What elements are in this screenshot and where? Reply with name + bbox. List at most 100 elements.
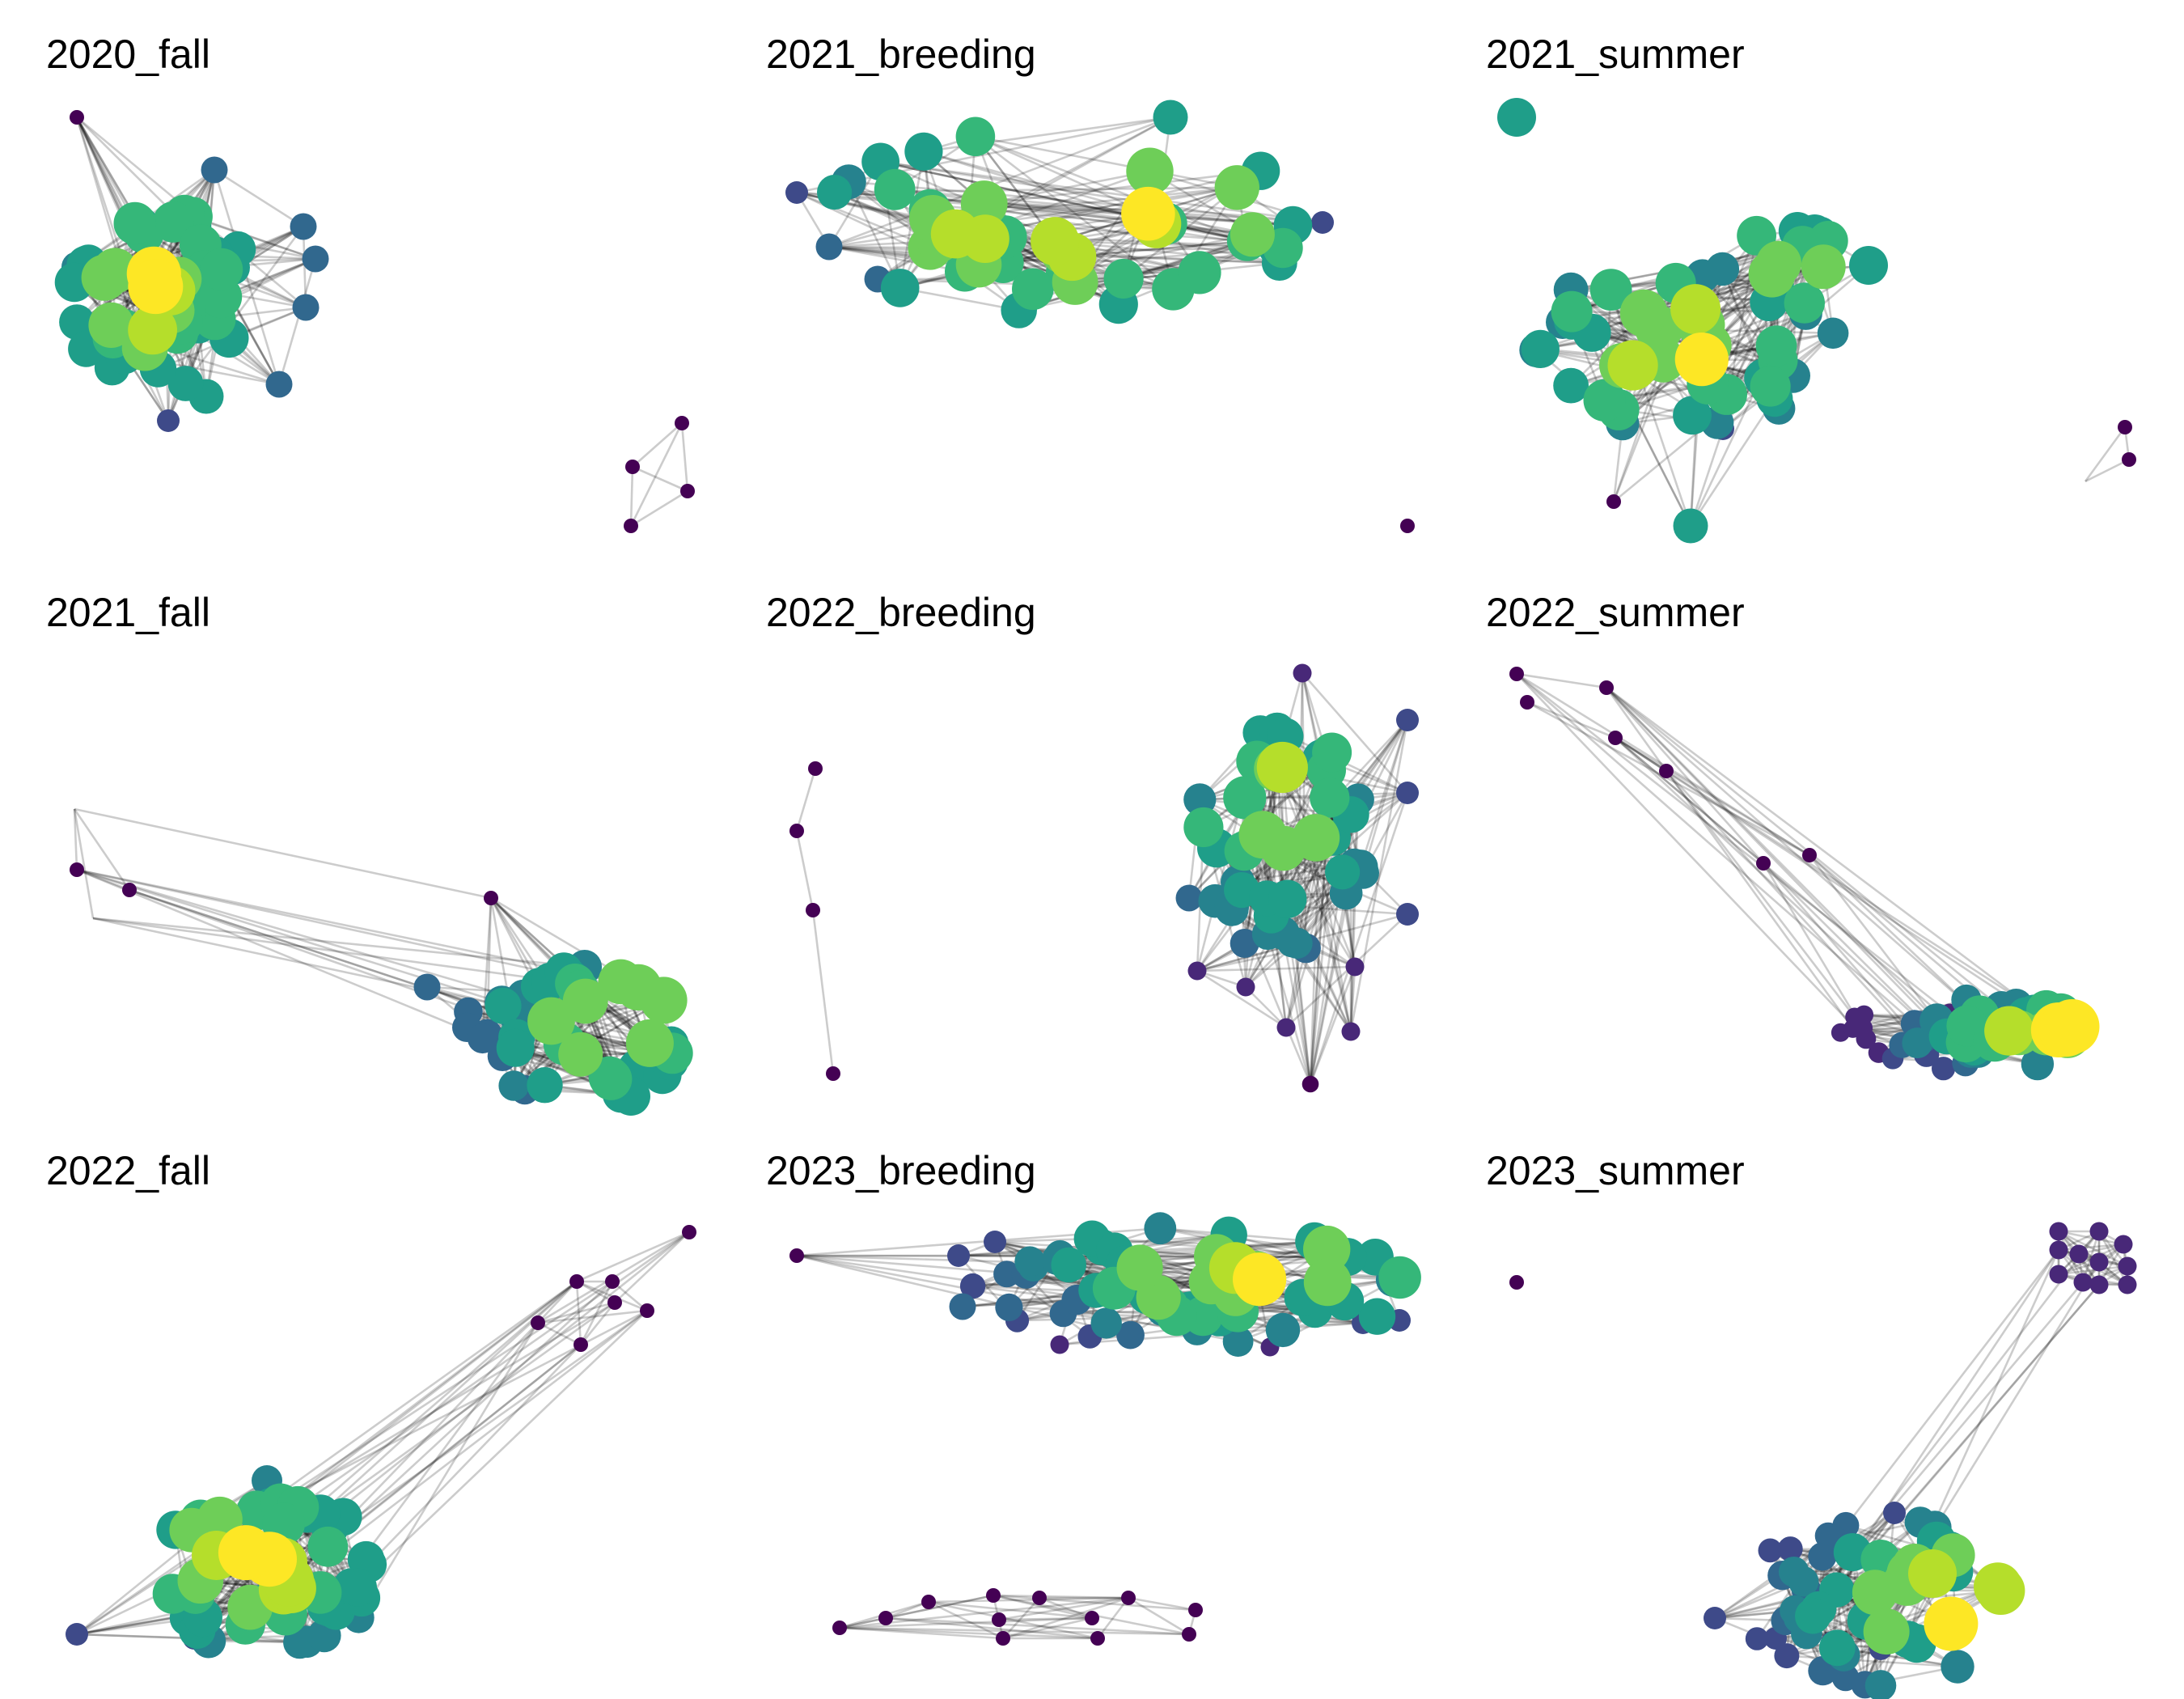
graph-node [1378, 1256, 1421, 1299]
graph-node [1784, 282, 1825, 324]
graph-edge [1282, 847, 1357, 968]
graph-edge [537, 1321, 582, 1346]
graph-edge [984, 169, 1261, 205]
graph-edge [899, 222, 1166, 290]
graph-edge [632, 465, 688, 493]
graph-edge [1615, 736, 1667, 773]
graph-edge [928, 1600, 1004, 1640]
graph-node [789, 824, 804, 838]
graph-node [2118, 1256, 2137, 1276]
nodes [1497, 98, 2136, 544]
graph-edge [998, 1596, 1129, 1621]
nodes [785, 100, 1415, 533]
graph-edge [975, 135, 1149, 215]
graph-node [1256, 741, 1308, 794]
graph-node [2089, 1222, 2109, 1241]
graph-edge [998, 1616, 1093, 1621]
graph-edge [632, 422, 683, 468]
graph-node [1802, 848, 1817, 862]
graph-node [467, 1023, 498, 1054]
graph-node [1932, 1057, 1956, 1081]
graph-node [527, 1067, 563, 1104]
graph-node [569, 1274, 584, 1289]
graph-node [949, 1293, 976, 1320]
graph-node [986, 1588, 1001, 1603]
graph-node [1755, 325, 1797, 366]
graph-edge [885, 1594, 994, 1620]
panel-title: 2022_fall [46, 1148, 210, 1193]
graph-edge [629, 422, 684, 527]
graph-edge [839, 1626, 1004, 1640]
nodes [1509, 667, 2100, 1081]
nodes [70, 862, 693, 1116]
graph-edge [76, 868, 571, 979]
graph-node [625, 460, 640, 474]
graph-edge [796, 1254, 1026, 1276]
graph-node [1182, 1627, 1196, 1642]
graph-edge [828, 245, 966, 273]
graph-edge [839, 1616, 1093, 1629]
network-graph [789, 663, 1419, 1093]
graph-node [1014, 1246, 1046, 1277]
graph-node [302, 245, 329, 273]
graph-node [113, 201, 157, 245]
graph-node [789, 1248, 804, 1263]
graph-edge [993, 1594, 1196, 1612]
graph-edge [848, 181, 901, 289]
graph-node [1341, 1022, 1361, 1041]
graph-node [1031, 217, 1080, 266]
graph-edge [880, 160, 1323, 224]
graph-node [531, 1316, 545, 1330]
graph-node [1976, 1566, 2025, 1615]
graph-edge [1835, 1284, 2100, 1591]
graph-edge [1039, 1596, 1093, 1620]
graph-edge [1606, 687, 1938, 1022]
graph-edge [895, 189, 1293, 227]
graph-node [527, 997, 575, 1045]
graph-edge [1196, 969, 1287, 1029]
graph-edge [2058, 1230, 2124, 1246]
graph-node [996, 1631, 1010, 1646]
graph-node [1268, 879, 1307, 918]
graph-node [1090, 1631, 1105, 1646]
graph-edge [73, 808, 131, 891]
panel-title: 2023_summer [1486, 1148, 1745, 1193]
graph-node [1396, 709, 1419, 731]
graph-edge [1309, 792, 1409, 1085]
graph-node [1852, 1018, 1873, 1039]
panel-2023-summer: 2023_summer [1486, 1148, 2137, 1699]
graph-node [88, 302, 134, 348]
graph-node [808, 761, 823, 776]
panel-2021-breeding: 2021_breeding [766, 32, 1415, 533]
graph-edge [928, 1596, 1129, 1604]
graph-edge [993, 1594, 1093, 1620]
graph-edge [576, 1231, 690, 1283]
graph-node [640, 977, 688, 1024]
graph-node [292, 294, 320, 321]
panel-2022-breeding: 2022_breeding [766, 590, 1419, 1093]
graph-node [1583, 379, 1626, 422]
graph-edge [1809, 854, 1980, 1016]
graph-node [1551, 290, 1593, 333]
panel-title: 2022_breeding [766, 590, 1036, 635]
graph-node [2089, 1252, 2109, 1272]
panel-title: 2023_breeding [766, 1148, 1036, 1193]
graph-edge [1516, 673, 1880, 1053]
graph-edge [537, 1281, 578, 1324]
graph-edge [795, 830, 815, 911]
graph-edge [923, 150, 1248, 243]
graph-node [1121, 186, 1175, 241]
graph-node [1984, 1006, 2034, 1056]
graph-edge [358, 1322, 540, 1619]
graph-edge [1606, 686, 2061, 1030]
graph-edge [1665, 770, 1856, 1018]
graph-node [1238, 811, 1287, 859]
graph-node [1863, 1608, 1910, 1655]
nodes [1509, 1222, 2137, 1699]
graph-node [81, 254, 128, 301]
graph-node [1303, 1225, 1351, 1273]
graph-node [1509, 1275, 1524, 1290]
graph-node [878, 1611, 893, 1625]
graph-node [1553, 367, 1589, 404]
graph-node [1222, 1326, 1254, 1357]
